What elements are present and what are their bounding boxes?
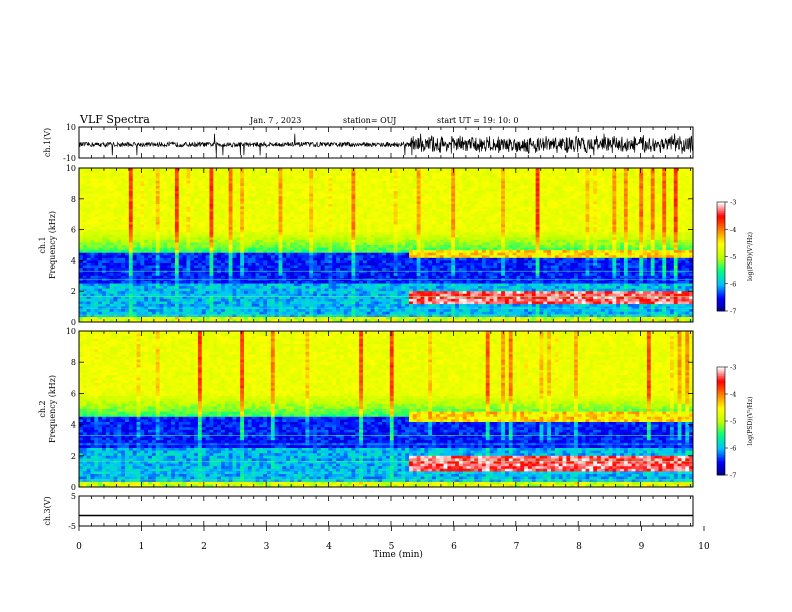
ch1-colorbar-tick-label: -5 [730,253,736,261]
ch1-colorbar-tick-label: -4 [730,226,736,234]
ch2-spec-ylabel-channel: ch.2 [38,400,47,417]
ch2-spec-ytick-label: 8 [71,358,76,367]
ch1-ytick-label: 10 [66,123,76,132]
ch1-colorbar-tick-label: -6 [730,280,736,288]
ch2-spec-ytick-label: 6 [71,389,76,398]
date-label: Jan. 7 , 2023 [250,116,302,125]
ch3-frame [78,495,694,527]
ch1-spec-ytick-label: 0 [71,318,76,327]
ch1-ytick-label: -10 [63,154,76,163]
station-label: station= OUJ [343,116,397,125]
ch1-waveform-line [78,133,694,156]
ch3-ylabel: ch.3(V) [43,496,52,525]
ch2-spec-frame [78,330,694,488]
ch1-spec-frame [78,167,694,323]
ch1-spec-ylabel-freq: Frequency (kHz) [48,211,57,279]
ch1-spec-ytick-label: 2 [71,287,76,296]
x-tick-label: 5 [389,542,395,552]
ch2-spec-ytick-label: 0 [71,483,76,492]
x-tick-label: 4 [326,542,332,552]
ch2-spectrogram [79,331,694,488]
ch1-colorbar-label: log(PSD)(V²/Hz) [747,232,754,281]
x-tick-label: 1 [139,542,145,552]
x-tick-label: 3 [264,542,270,552]
ch3-ytick-label: -5 [68,522,76,531]
ch1-spec-ytick-label: 10 [66,164,76,173]
x-tick-label: 10 [698,542,710,552]
x-tick-label: 8 [576,542,582,552]
ch1-spectrogram [79,168,694,323]
ch2-colorbar-tick-label: -5 [730,418,736,426]
ch1-ylabel: ch.1(V) [43,128,52,157]
x-tick-label: 2 [201,542,207,552]
ch1-frame [78,126,694,159]
start-time-label: start UT = 19: 10: 0 [437,116,519,125]
ch1-spec-ytick-label: 4 [71,256,76,265]
ch2-spec-ylabel-freq: Frequency (kHz) [48,375,57,443]
ch2-spec-ytick-label: 2 [71,452,76,461]
x-tick-label: 9 [639,542,645,552]
ch2-spec-ytick-label: 4 [71,421,76,430]
ch1-spec-ytick-label: 6 [71,226,76,235]
ch1-spec-ytick-label: 8 [71,195,76,204]
ch2-colorbar-tick-label: -3 [730,364,736,372]
chart-title: VLF Spectra [80,113,150,126]
ch3-ytick-label: 5 [71,492,76,501]
ch2-colorbar-tick-label: -7 [730,472,736,480]
ch2-spec-ytick-label: 10 [66,327,76,336]
ch2-colorbar-gradient [717,367,725,370]
ch1-spec-ylabel-channel: ch.1 [38,236,47,253]
x-tick-label: 0 [76,542,82,552]
ch2-colorbar-tick-label: -6 [730,445,736,453]
ch2-colorbar-tick-label: -4 [730,391,736,399]
x-axis-label: Time (min) [373,549,423,560]
x-tick-label: 7 [514,542,520,552]
x-tick-label: 6 [451,542,457,552]
ch2-colorbar-label: log(PSD)(V²/Hz) [747,397,754,446]
ch1-colorbar-gradient [717,202,725,205]
ch3-plot-area [79,496,693,526]
ch1-colorbar-tick-label: -3 [730,199,736,207]
ch1-colorbar-tick-label: -7 [730,308,736,316]
ch1-plot-area [79,127,693,158]
